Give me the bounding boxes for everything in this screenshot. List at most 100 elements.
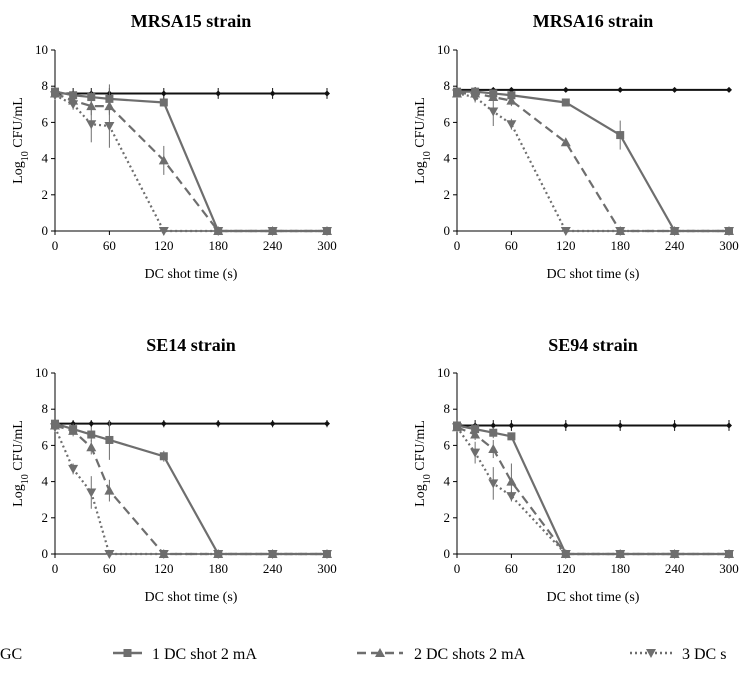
y-tick-label: 10	[437, 365, 450, 380]
x-tick-label: 300	[317, 561, 337, 576]
x-tick-label: 240	[665, 561, 685, 576]
x-tick-label: 240	[263, 561, 283, 576]
data-point-s3	[86, 488, 97, 498]
data-point-s2	[104, 485, 115, 495]
y-axis-label-base: Log	[11, 161, 26, 184]
y-tick-label: 10	[35, 42, 48, 57]
chart-panel-3: SE14 strain 0 2 4 6 8 10 0 60 120 180 240 300 DC shot…	[11, 335, 337, 605]
series-line-s3	[456, 426, 729, 556]
data-point-s3	[86, 120, 97, 130]
series-line-s1	[456, 424, 729, 556]
data-point-s2	[86, 442, 97, 452]
data-point-s3	[68, 464, 79, 474]
data-point-gc	[671, 86, 678, 93]
y-tick-label: 8	[444, 401, 451, 416]
data-point-s3	[470, 448, 481, 458]
series-s3	[50, 423, 332, 559]
series-line-s2	[54, 92, 327, 233]
series-s2	[50, 88, 332, 235]
y-axis-label: Log10 CFU/mL	[413, 97, 433, 184]
y-tick-label: 2	[444, 187, 451, 202]
x-tick-label: 180	[610, 561, 630, 576]
series-s2	[452, 422, 734, 558]
chart-title: MRSA16 strain	[533, 11, 654, 31]
y-axis-label-base: Log	[413, 161, 428, 184]
data-point-s1	[489, 428, 498, 437]
data-point-gc	[562, 422, 569, 429]
y-axis-label-unit: CFU/mL	[11, 420, 26, 474]
data-point-s3	[470, 93, 481, 103]
legend-marker-s2	[375, 648, 385, 657]
x-tick-label: 0	[52, 238, 59, 253]
data-point-gc	[160, 420, 167, 427]
data-point-s3	[322, 550, 332, 559]
data-point-s3	[267, 227, 278, 236]
series-line-s3	[456, 92, 729, 233]
x-tick-label: 60	[505, 561, 518, 576]
series-line-s3	[54, 94, 327, 233]
series-line-s3	[53, 426, 327, 556]
data-point-s1	[87, 430, 96, 439]
data-point-s3	[506, 120, 517, 130]
data-point-gc	[269, 420, 276, 427]
data-point-s3	[158, 227, 169, 236]
data-point-gc	[726, 86, 732, 93]
x-axis-label: DC shot time (s)	[145, 267, 238, 282]
x-tick-label: 240	[665, 238, 685, 253]
x-axis-label: DC shot time (s)	[547, 590, 640, 605]
y-tick-label: 4	[42, 474, 49, 489]
y-tick-label: 0	[444, 223, 451, 238]
data-point-s3	[452, 89, 462, 99]
data-point-gc	[88, 420, 95, 427]
y-tick-label: 0	[444, 546, 451, 561]
x-tick-label: 60	[103, 561, 116, 576]
data-point-s1	[159, 452, 168, 461]
y-axis-label-subscript: 10	[20, 151, 31, 161]
y-tick-label: 6	[444, 114, 451, 129]
data-point-s3	[669, 227, 680, 236]
y-axis-label-unit: CFU/mL	[413, 420, 428, 474]
y-tick-label: 8	[42, 78, 49, 93]
data-point-s3	[50, 91, 60, 101]
x-tick-label: 120	[154, 238, 174, 253]
series-line-s1	[54, 90, 327, 233]
data-point-s2	[488, 92, 499, 102]
data-point-s2	[158, 155, 169, 165]
data-point-s3	[50, 423, 60, 433]
x-axis-label: DC shot time (s)	[547, 267, 640, 282]
x-tick-label: 60	[505, 238, 518, 253]
series-s3	[50, 91, 332, 236]
x-tick-label: 60	[103, 238, 116, 253]
data-point-s3	[560, 550, 571, 559]
data-point-gc	[671, 422, 678, 429]
data-point-s2	[506, 476, 517, 486]
series-line-s1	[457, 90, 729, 233]
data-point-gc	[617, 86, 624, 93]
data-point-s3	[322, 227, 332, 236]
y-tick-label: 8	[444, 78, 451, 93]
chart-title: SE14 strain	[146, 335, 236, 355]
data-point-s3	[213, 550, 224, 559]
legend: GC 1 DC shot 2 mA 2 DC shots 2 mA 3 DC s	[0, 646, 726, 663]
legend-entry-s3: 3 DC s	[630, 646, 726, 663]
data-point-s2	[506, 95, 517, 105]
series-line-s2	[54, 424, 327, 556]
legend-label-s2: 2 DC shots 2 mA	[414, 646, 526, 663]
y-axis-label-subscript: 10	[20, 474, 31, 484]
legend-marker-s3	[646, 649, 656, 658]
data-point-s3	[560, 227, 571, 236]
data-point-s1	[105, 435, 114, 444]
x-tick-label: 180	[208, 561, 228, 576]
y-tick-label: 6	[42, 437, 49, 452]
legend-entry-s1: 1 DC shot 2 mA	[113, 646, 257, 663]
y-axis-label: Log10 CFU/mL	[11, 97, 31, 184]
data-point-s3	[724, 227, 734, 236]
series-s3	[452, 89, 734, 236]
data-point-s1	[507, 432, 516, 441]
legend-entry-gc: GC	[0, 646, 22, 663]
data-point-gc	[562, 86, 569, 93]
data-point-gc	[324, 90, 330, 97]
data-point-s3	[452, 423, 462, 433]
